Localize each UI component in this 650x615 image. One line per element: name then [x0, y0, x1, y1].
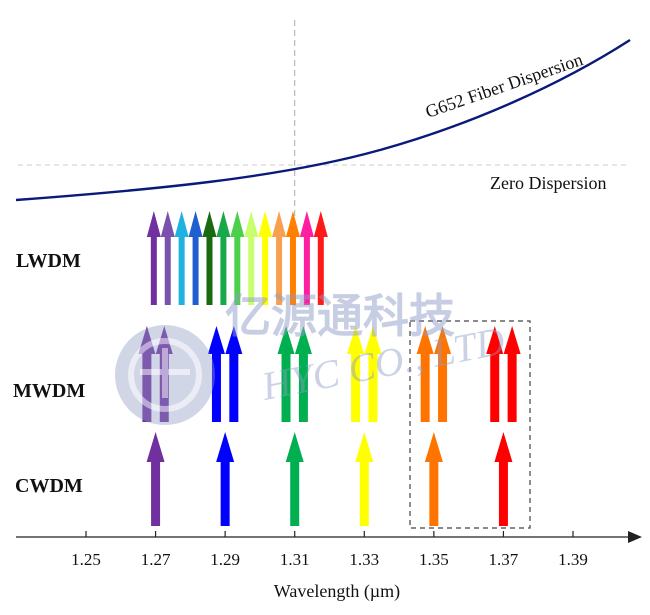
- cwdm-channel-arrow: [216, 432, 235, 526]
- curve-label: G652 Fiber Dispersion: [423, 49, 586, 122]
- highlight-box: [409, 320, 531, 529]
- lwdm-channel-arrow: [272, 211, 287, 305]
- cwdm-channel-arrow: [355, 432, 374, 526]
- watermark: 亿源通科技 HYC CO., LTD: [115, 289, 508, 425]
- row-label-cwdm: CWDM: [15, 475, 83, 497]
- mwdm-channel-arrow: [207, 326, 225, 422]
- cwdm-channel-arrow: [424, 432, 443, 526]
- mwdm-channel-arrow: [155, 326, 173, 422]
- lwdm-channel-arrow: [202, 211, 217, 305]
- lwdm-channel-arrow: [160, 211, 175, 305]
- x-axis-ticks: 1.25 1.27 1.29 1.31 1.33 1.35 1.37 1.39: [71, 531, 588, 569]
- lwdm-channel-arrow: [230, 211, 245, 305]
- cwdm-channel-arrow: [494, 432, 513, 526]
- mwdm-arrow-group: [138, 326, 521, 422]
- cwdm-channel-arrow: [285, 432, 304, 526]
- mwdm-channel-arrow: [434, 326, 452, 422]
- x-axis-title: Wavelength (µm): [274, 581, 400, 602]
- mwdm-channel-arrow: [225, 326, 243, 422]
- x-tick-label: 1.25: [71, 550, 101, 569]
- zero-dispersion-label: Zero Dispersion: [490, 173, 606, 193]
- lwdm-channel-arrow: [299, 211, 314, 305]
- mwdm-channel-arrow: [364, 326, 382, 422]
- lwdm-channel-arrow: [285, 211, 300, 305]
- x-tick-label: 1.29: [210, 550, 240, 569]
- lwdm-channel-arrow: [313, 211, 328, 305]
- mwdm-channel-arrow: [486, 326, 504, 422]
- x-tick-label: 1.27: [141, 550, 171, 569]
- x-axis-arrowhead-icon: [628, 531, 642, 543]
- mwdm-channel-arrow: [138, 326, 156, 422]
- x-tick-label: 1.39: [558, 550, 588, 569]
- row-label-mwdm: MWDM: [13, 380, 85, 402]
- lwdm-channel-arrow: [146, 211, 161, 305]
- lwdm-channel-arrow: [174, 211, 189, 305]
- x-tick-label: 1.35: [419, 550, 449, 569]
- row-label-lwdm: LWDM: [16, 250, 81, 272]
- lwdm-channel-arrow: [244, 211, 259, 305]
- mwdm-channel-arrow: [277, 326, 295, 422]
- lwdm-channel-arrow: [258, 211, 273, 305]
- mwdm-channel-arrow: [416, 326, 434, 422]
- lwdm-channel-arrow: [216, 211, 231, 305]
- cwdm-arrow-group: [146, 432, 513, 526]
- mwdm-channel-arrow: [503, 326, 521, 422]
- x-tick-label: 1.37: [489, 550, 519, 569]
- mwdm-channel-arrow: [294, 326, 312, 422]
- cwdm-channel-arrow: [146, 432, 165, 526]
- g652-dispersion-curve: [15, 38, 631, 202]
- lwdm-channel-arrow: [188, 211, 203, 305]
- watermark-chinese: 亿源通科技: [225, 289, 455, 343]
- lwdm-arrow-group: [146, 211, 328, 305]
- x-tick-label: 1.33: [349, 550, 379, 569]
- watermark-logo-icon: [115, 325, 215, 425]
- mwdm-channel-arrow: [347, 326, 365, 422]
- x-tick-label: 1.31: [280, 550, 310, 569]
